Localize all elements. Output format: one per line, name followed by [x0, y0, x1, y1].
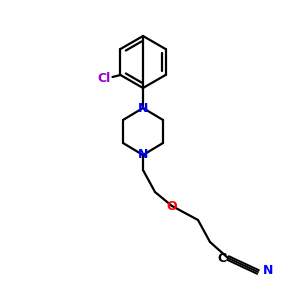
Text: N: N	[263, 265, 273, 278]
Text: Cl: Cl	[98, 71, 111, 85]
Text: N: N	[138, 148, 148, 161]
Text: N: N	[138, 101, 148, 115]
Text: O: O	[167, 200, 177, 212]
Text: C: C	[217, 253, 226, 266]
